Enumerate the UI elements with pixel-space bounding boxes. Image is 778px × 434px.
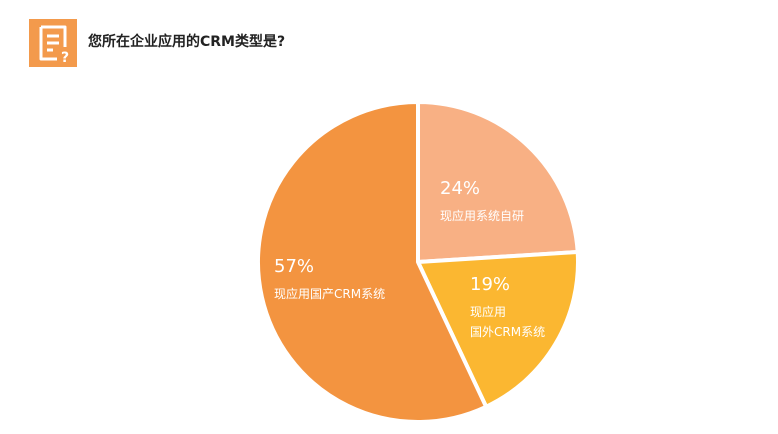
pie-slice [416,249,580,409]
svg-text:?: ? [61,50,69,66]
survey-question-icon: ? [29,19,77,67]
slice-percent-label: 24% [440,178,480,199]
slice-category-label: 现应用 [470,304,506,319]
slice-percent-label: 57% [274,256,314,277]
pie-slice [416,100,580,264]
slice-category-label: 国外CRM系统 [470,325,545,339]
pie-slice [256,100,489,424]
slice-category-label: 现应用系统自研 [440,208,524,223]
slice-category-label: 现应用国产CRM系统 [274,286,385,301]
slice-percent-label: 19% [470,274,510,295]
page-title: 您所在企业应用的CRM类型是? [88,34,286,50]
